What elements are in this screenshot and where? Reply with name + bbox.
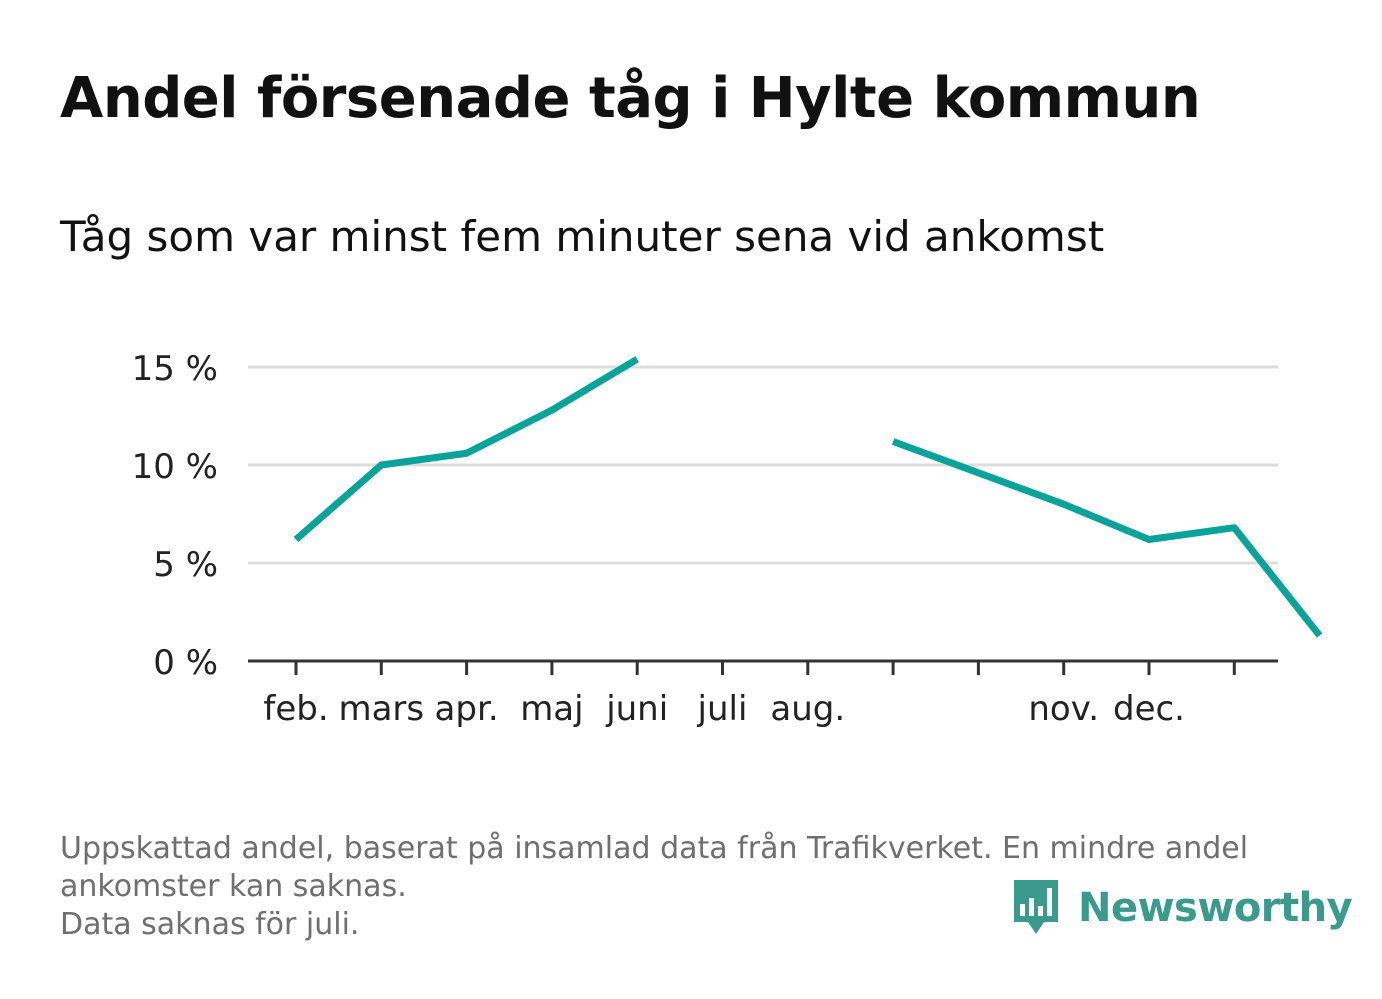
page-subtitle: Tåg som var minst fem minuter sena vid a…: [60, 212, 1105, 261]
footnote-line: Data saknas för juli.: [60, 907, 360, 942]
x-tick-label: feb.: [263, 689, 328, 729]
newsworthy-logo: Newsworthy: [1010, 876, 1353, 940]
x-tick-label: mars: [338, 689, 424, 729]
y-tick-label: 0 %: [153, 643, 218, 683]
page-title: Andel försenade tåg i Hylte kommun: [60, 66, 1201, 131]
x-tick-label: dec.: [1113, 689, 1185, 729]
y-tick-label: 5 %: [153, 545, 218, 585]
x-tick-label: juni: [605, 689, 668, 729]
y-tick-label: 15 %: [132, 349, 218, 389]
footnote-line: Uppskattad andel, baserat på insamlad da…: [60, 831, 1249, 866]
series-line: [293, 356, 639, 543]
x-tick-label: apr.: [435, 689, 499, 729]
x-tick-label: juli: [697, 689, 748, 729]
x-tick-label: aug.: [770, 689, 845, 729]
y-tick-label: 10 %: [132, 447, 218, 487]
footnote-line: ankomster kan saknas.: [60, 869, 407, 904]
x-tick-label: nov.: [1028, 689, 1099, 729]
footnote: Uppskattad andel, baserat på insamlad da…: [60, 830, 1330, 944]
x-tick-label: maj: [520, 689, 583, 729]
brand-name: Newsworthy: [1078, 885, 1353, 931]
bar-chart-bubble-icon: [1014, 880, 1058, 934]
series-line: [891, 438, 1323, 638]
